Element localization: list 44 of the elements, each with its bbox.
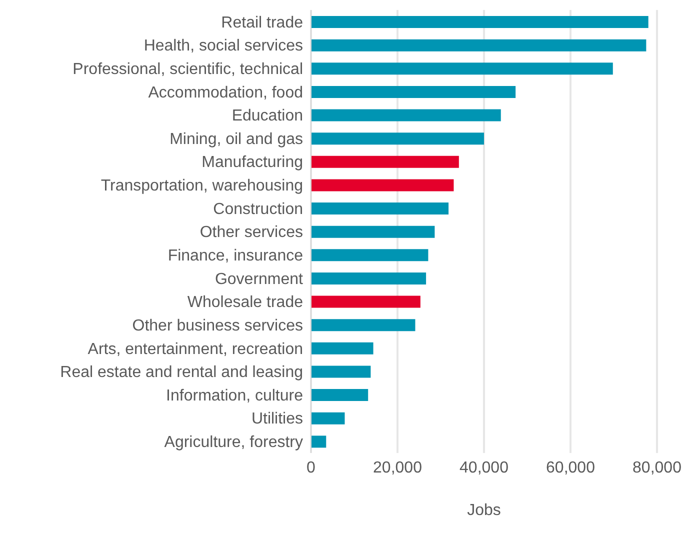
bar [311, 132, 484, 145]
bar [311, 366, 371, 378]
bar [311, 62, 613, 75]
x-tick-label: 0 [306, 459, 316, 476]
bar [311, 202, 449, 215]
bar [311, 109, 501, 122]
y-tick-label: Retail trade [221, 14, 304, 32]
bar [311, 342, 374, 354]
y-tick-label: Other business services [132, 317, 303, 334]
y-tick-label: Professional, scientific, technical [72, 60, 303, 78]
y-tick-label: Education [232, 108, 303, 125]
x-tick-label: 80,000 [632, 459, 682, 476]
y-tick-label: Mining, oil and gas [170, 130, 303, 148]
y-tick-label: Utilities [251, 410, 303, 428]
bar [311, 156, 459, 168]
y-tick-label: Information, culture [166, 387, 304, 404]
y-tick-label: Health, social services [144, 38, 303, 55]
y-tick-label: Agriculture, forestry [164, 434, 303, 452]
bar [311, 16, 648, 28]
bar [311, 226, 435, 238]
bar [311, 436, 326, 448]
bar [311, 272, 426, 284]
x-tick-label: 20,000 [373, 459, 422, 476]
bar [311, 296, 420, 308]
y-tick-label: Arts, entertainment, recreation [88, 340, 303, 358]
bar [311, 179, 454, 192]
bar [311, 249, 428, 262]
y-tick-label: Government [214, 270, 304, 288]
y-tick-label: Other services [200, 224, 303, 242]
bar [311, 412, 345, 424]
y-tick-label: Finance, insurance [168, 247, 304, 264]
y-tick-label: Transportation, warehousing [100, 178, 303, 195]
y-tick-label: Wholesale trade [187, 294, 304, 312]
y-tick-label: Manufacturing [202, 154, 303, 172]
y-tick-label: Real estate and rental and leasing [60, 364, 303, 382]
bar [311, 39, 646, 52]
y-tick-label: Construction [213, 200, 303, 218]
x-tick-label: 60,000 [546, 459, 596, 476]
bar [311, 389, 368, 402]
bar [311, 86, 516, 98]
bar [311, 319, 416, 332]
x-axis-title: Jobs [467, 502, 501, 519]
x-tick-label: 40,000 [460, 459, 509, 476]
y-tick-label: Accommodation, food [148, 84, 303, 102]
